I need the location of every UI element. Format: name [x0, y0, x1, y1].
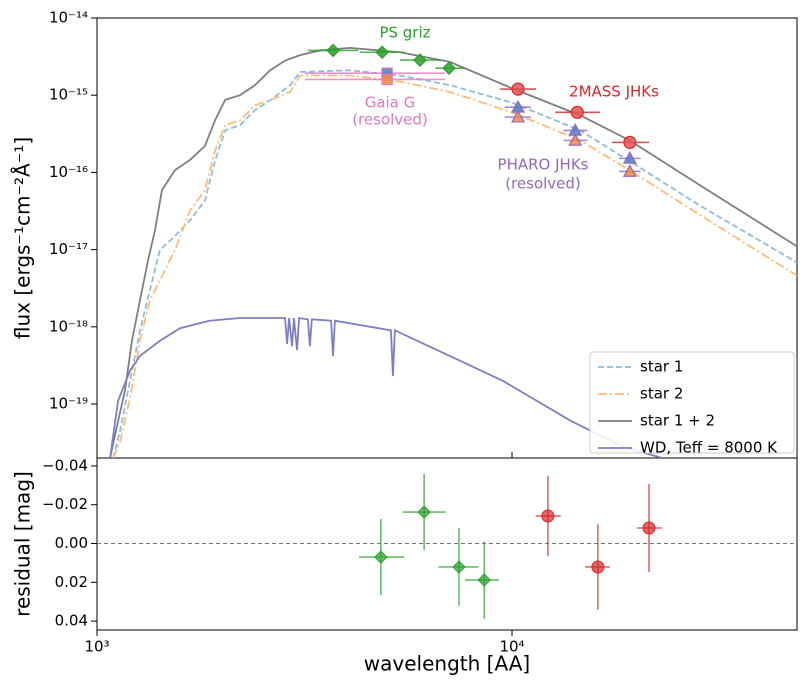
legend-label: star 2: [640, 385, 683, 403]
x-axis-label: wavelength [AA]: [364, 652, 530, 676]
y-tick-label: 0.02: [55, 573, 88, 591]
legend-label: WD, Teff = 8000 K: [640, 439, 778, 457]
photometry-point: [622, 151, 637, 164]
residual-point: [417, 505, 431, 519]
residual-point: [591, 560, 605, 574]
photometry-point: [568, 133, 583, 146]
plot-area: [109, 43, 797, 458]
y-axis-label: residual [mag]: [11, 471, 35, 617]
annotation: PHARO JHKs: [498, 156, 589, 174]
photometry-point: [511, 82, 525, 96]
photometry-point: [622, 164, 637, 177]
y-tick-label: 0.00: [55, 534, 88, 552]
y-tick-label: 10⁻¹⁴: [49, 9, 88, 27]
spectrum-line: [109, 316, 663, 458]
legend-box: [589, 351, 795, 454]
x-tick-label: 10⁴: [499, 638, 524, 656]
y-tick-label: 10⁻¹⁵: [49, 86, 88, 104]
residual-point: [477, 573, 491, 587]
photometry-point: [381, 73, 393, 86]
residual-point: [642, 521, 656, 535]
y-tick-label: −0.02: [42, 495, 88, 513]
photometry-point: [570, 105, 584, 119]
residual-point: [452, 560, 466, 574]
legend-label: star 1 + 2: [640, 412, 715, 430]
annotation: (resolved): [505, 175, 581, 193]
x-tick-label: 10³: [84, 638, 109, 656]
photometry-point: [511, 109, 526, 123]
annotation: 2MASS JHKs: [569, 83, 659, 101]
y-tick-label: 10⁻¹⁸: [49, 317, 88, 335]
residual-point: [374, 550, 388, 564]
photometry-point: [413, 53, 427, 67]
y-tick-label: 10⁻¹⁹: [49, 395, 88, 413]
photometry-point: [326, 43, 340, 58]
residual-point: [541, 509, 555, 523]
spectrum-line: [109, 46, 797, 458]
annotation: (resolved): [352, 111, 428, 129]
annotation: Gaia G: [365, 94, 416, 112]
y-tick-label: −0.04: [42, 456, 88, 474]
photometry-point: [442, 61, 456, 76]
y-tick-label: 0.04: [55, 612, 88, 630]
y-tick-label: 10⁻¹⁶: [49, 163, 88, 181]
photometry-point: [375, 45, 389, 60]
photometry-point: [623, 135, 637, 149]
y-tick-label: 10⁻¹⁷: [49, 240, 88, 258]
annotation: PS griz: [379, 24, 430, 42]
legend-label: star 1: [640, 358, 683, 376]
y-axis-label: flux [ergs⁻¹cm⁻²Å⁻¹]: [11, 137, 35, 339]
